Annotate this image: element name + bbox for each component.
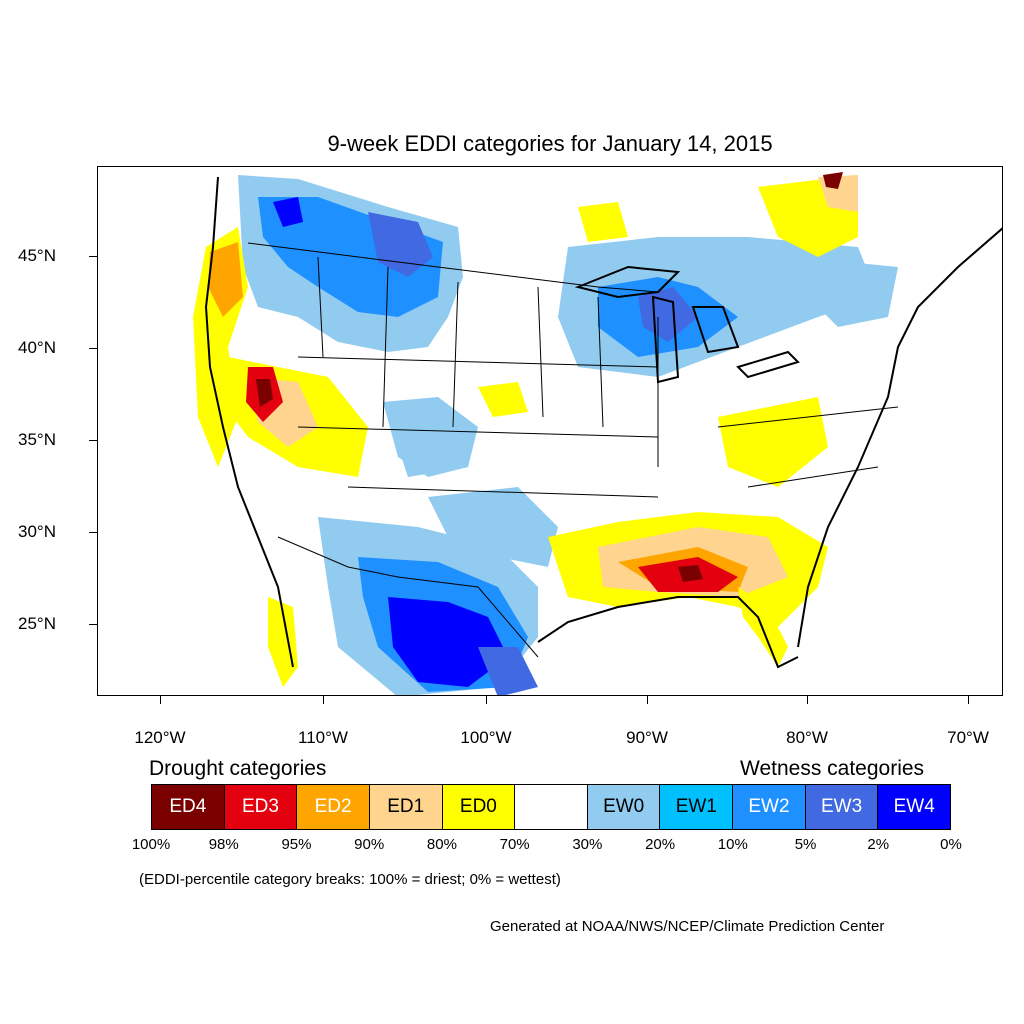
map-title: 9-week EDDI categories for January 14, 2… (327, 131, 773, 156)
wet-texas-coast (478, 647, 538, 695)
wet-colorado (388, 417, 468, 477)
credit-line: Generated at NOAA/NWS/NCEP/Climate Predi… (490, 918, 885, 935)
dry-baja (268, 597, 298, 687)
lake-erie (736, 350, 800, 379)
break-label: 95% (281, 836, 312, 853)
wet-idaho-dark (273, 197, 303, 227)
lon-label-120: 120°W (134, 728, 186, 747)
break-label: 5% (794, 836, 817, 853)
eddi-map (97, 166, 1003, 696)
legend-swatch-ed4: ED4 (152, 785, 225, 829)
atlantic-coast (797, 227, 1002, 648)
dry-appalachia (718, 397, 828, 487)
legend-swatch-ed0: ED0 (442, 785, 516, 829)
lon-label-110: 110°W (298, 728, 348, 747)
lat-tick-25 (89, 624, 97, 625)
wet-texas-dark (388, 597, 508, 687)
gulf-coast (537, 596, 799, 669)
legend-note: (EDDI-percentile category breaks: 100% =… (139, 871, 561, 888)
legend-swatch-ed3: ED3 (224, 785, 298, 829)
coastlines (204, 176, 1002, 669)
map-canvas (193, 172, 1002, 695)
wetness-heading: Wetness categories (740, 757, 925, 780)
state-lines (297, 256, 899, 498)
dry-plains-patches (478, 382, 528, 417)
pacific-coast (204, 176, 294, 668)
dry-ontario (578, 202, 628, 242)
lon-label-80: 80°W (786, 728, 828, 747)
break-label: 0% (940, 836, 962, 853)
wet-northeast (798, 257, 898, 327)
dry-regions (193, 172, 858, 687)
dry-oregon-orange (208, 242, 243, 317)
us-canada-border (247, 242, 659, 293)
break-label: 20% (645, 836, 676, 853)
drought-heading: Drought categories (149, 757, 327, 780)
dry-quebec-ed4 (823, 172, 843, 189)
lake-michigan (651, 295, 680, 384)
lat-tick-30 (89, 532, 97, 533)
lon-label-70: 70°W (947, 728, 989, 747)
lon-tick-120 (160, 696, 161, 704)
lat-label-40: 40°N (18, 338, 56, 357)
lon-tick-100 (486, 696, 487, 704)
lat-tick-40 (89, 348, 97, 349)
lon-tick-110 (323, 696, 324, 704)
us-mexico-border (277, 536, 539, 658)
legend-swatch-neutral (515, 785, 588, 829)
boundaries (247, 242, 899, 658)
lat-label-25: 25°N (18, 614, 56, 633)
legend-swatch-ew3: EW3 (805, 785, 879, 829)
lake-huron (691, 306, 740, 354)
lon-label-100: 100°W (460, 728, 512, 747)
dry-southeast-ed4 (678, 565, 703, 582)
lat-label-30: 30°N (18, 522, 56, 541)
legend-bar: ED4 ED3 ED2 ED1 ED0 EW0 EW1 EW2 EW3 EW4 (151, 784, 951, 830)
legend-swatch-ew0: EW0 (587, 785, 661, 829)
lat-tick-45 (89, 256, 97, 257)
break-label: 2% (867, 836, 890, 853)
legend-swatch-ed2: ED2 (297, 785, 370, 829)
legend-swatch-ew2: EW2 (733, 785, 806, 829)
lat-tick-35 (89, 440, 97, 441)
legend-swatch-ed1: ED1 (369, 785, 443, 829)
break-label: 10% (717, 836, 748, 853)
lat-label-35: 35°N (18, 430, 56, 449)
legend-swatch-ew4: EW4 (878, 785, 951, 829)
lon-tick-90 (647, 696, 648, 704)
lon-label-90: 90°W (626, 728, 668, 747)
break-label: 100% (131, 836, 171, 853)
break-label: 70% (499, 836, 530, 853)
legend-swatch-ew1: EW1 (660, 785, 734, 829)
lat-label-45: 45°N (18, 246, 56, 265)
break-label: 80% (426, 836, 457, 853)
break-label: 90% (354, 836, 385, 853)
wet-gulf-plains (428, 487, 558, 567)
break-label: 30% (572, 836, 603, 853)
break-label: 98% (208, 836, 239, 853)
dry-nevada-ed4 (256, 379, 273, 407)
lon-tick-80 (807, 696, 808, 704)
lon-tick-70 (968, 696, 969, 704)
lake-superior (574, 265, 681, 299)
